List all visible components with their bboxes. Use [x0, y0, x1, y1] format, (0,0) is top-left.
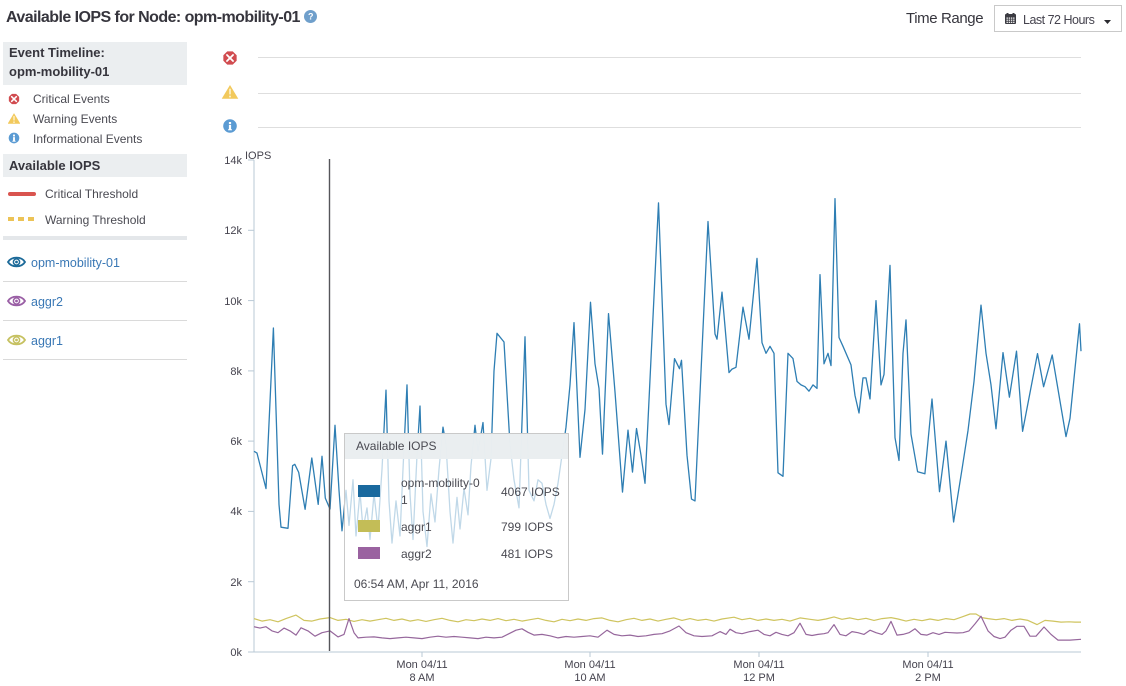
svg-text:0k: 0k — [230, 647, 242, 659]
svg-text:Mon 04/11: Mon 04/11 — [396, 659, 447, 671]
svg-text:10k: 10k — [224, 296, 242, 308]
svg-text:6k: 6k — [230, 436, 242, 448]
svg-text:Mon 04/11: Mon 04/11 — [564, 659, 615, 671]
svg-text:IOPS: IOPS — [245, 150, 271, 162]
svg-text:14k: 14k — [224, 155, 242, 167]
svg-text:2 PM: 2 PM — [915, 672, 941, 684]
svg-text:Mon 04/11: Mon 04/11 — [902, 659, 953, 671]
svg-text:8 AM: 8 AM — [409, 672, 434, 684]
svg-text:12 PM: 12 PM — [743, 672, 775, 684]
svg-text:4k: 4k — [230, 506, 242, 518]
svg-text:2k: 2k — [230, 577, 242, 589]
svg-text:12k: 12k — [224, 225, 242, 237]
svg-text:10 AM: 10 AM — [574, 672, 605, 684]
svg-text:Mon 04/11: Mon 04/11 — [733, 659, 784, 671]
svg-text:8k: 8k — [230, 366, 242, 378]
svg-text:?: ? — [308, 12, 313, 22]
